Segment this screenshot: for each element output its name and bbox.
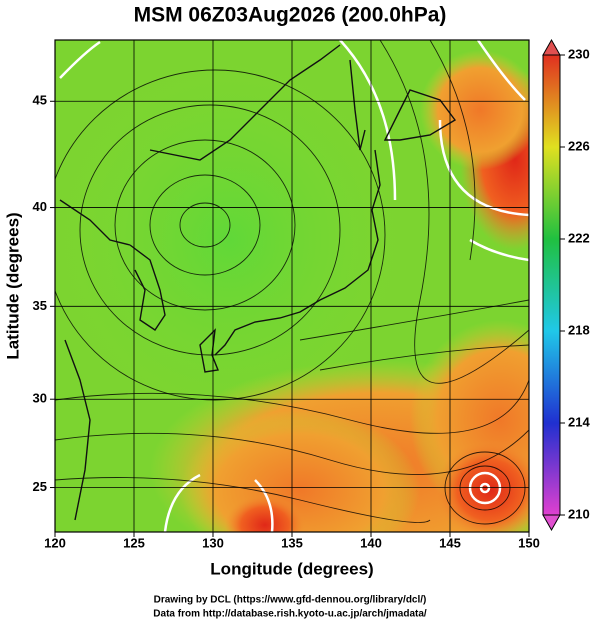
grid [50, 40, 530, 537]
credit-line: Data from http://database.rish.kyoto-u.a… [153, 609, 427, 620]
plot-frame [54, 39, 530, 533]
field [55, 40, 529, 532]
y-tick-label: 45 [33, 93, 47, 108]
y-tick-label: 40 [33, 199, 47, 214]
colorbar-tick-label: 218 [568, 322, 590, 337]
colorbar-tick-label: 214 [568, 414, 590, 429]
y-tick-label: 25 [33, 479, 47, 494]
x-tick-label: 150 [518, 535, 540, 550]
map-title: MSM 06Z03Aug2026 (200.0hPa) [134, 4, 447, 27]
colorbar-tick-label: 230 [568, 46, 590, 61]
x-tick-label: 140 [360, 535, 382, 550]
x-axis-label: Longitude (degrees) [210, 559, 373, 578]
y-tick-label: 30 [33, 391, 47, 406]
colorbar-tick-label: 226 [568, 138, 590, 153]
credit-line: Drawing by DCL (https://www.gfd-dennou.o… [154, 595, 427, 606]
y-tick-label: 35 [33, 298, 47, 313]
x-tick-label: 125 [123, 535, 145, 550]
streamlines [55, 40, 529, 525]
x-tick-label: 130 [202, 535, 224, 550]
x-tick-label: 145 [439, 535, 461, 550]
y-axis-label: Latitude (degrees) [3, 212, 22, 359]
x-tick-label: 120 [44, 535, 66, 550]
colorbar-tick-label: 222 [568, 230, 590, 245]
coastline [59, 44, 457, 521]
colorbar [542, 38, 561, 532]
colorbar-tick-label: 210 [568, 506, 590, 521]
x-tick-label: 135 [281, 535, 303, 550]
